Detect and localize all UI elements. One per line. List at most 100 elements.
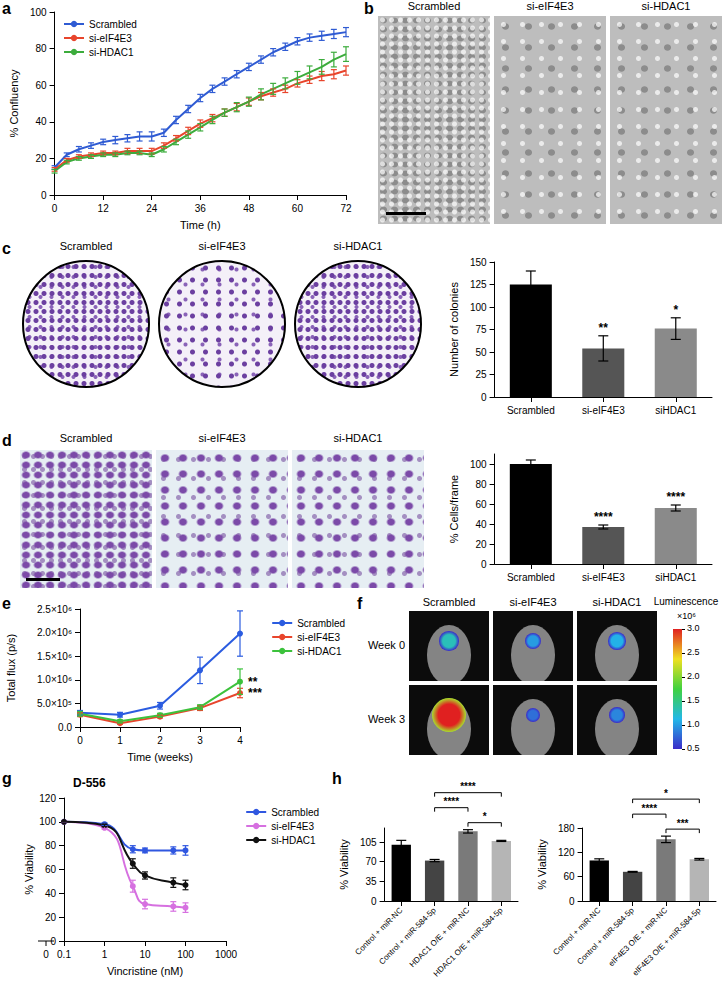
svg-text:120: 120 xyxy=(39,793,56,804)
svg-text:0: 0 xyxy=(77,735,83,746)
svg-text:0: 0 xyxy=(569,896,575,907)
svg-text:60: 60 xyxy=(35,80,47,91)
svg-text:125: 125 xyxy=(470,279,487,290)
svg-text:***: *** xyxy=(677,818,689,829)
svg-text:****: **** xyxy=(444,796,460,807)
svg-text:20: 20 xyxy=(45,912,57,923)
svg-text:*: * xyxy=(664,788,668,799)
svg-text:****: **** xyxy=(594,510,613,524)
svg-text:*: * xyxy=(673,303,678,317)
svg-text:Scrambled: Scrambled xyxy=(271,807,319,818)
svg-text:3: 3 xyxy=(197,735,203,746)
svg-text:siHDAC1: siHDAC1 xyxy=(655,405,697,416)
svg-text:% Cells/frame: % Cells/frame xyxy=(448,475,460,543)
svg-text:% Viability: % Viability xyxy=(536,839,548,890)
svg-text:si-eIF4E3: si-eIF4E3 xyxy=(297,632,340,643)
svg-text:36: 36 xyxy=(195,203,207,214)
svg-text:Scrambled: Scrambled xyxy=(89,19,137,30)
svg-text:****: **** xyxy=(460,781,476,792)
svg-text:1000: 1000 xyxy=(215,949,238,960)
svg-text:Vincristine (nM): Vincristine (nM) xyxy=(107,965,183,977)
svg-text:siHDAC1: siHDAC1 xyxy=(655,572,697,583)
svg-text:35: 35 xyxy=(365,876,377,887)
svg-text:50: 50 xyxy=(475,347,487,358)
svg-text:0: 0 xyxy=(481,559,487,570)
svg-text:*: * xyxy=(483,811,487,822)
svg-text:HDAC1 O/E + miR-NC: HDAC1 O/E + miR-NC xyxy=(408,906,471,969)
svg-text:**: ** xyxy=(599,321,609,335)
svg-text:0: 0 xyxy=(41,190,47,201)
svg-text:0.1: 0.1 xyxy=(57,949,71,960)
svg-text:si-eIF4E3: si-eIF4E3 xyxy=(582,572,625,583)
svg-text:si-HDAC1: si-HDAC1 xyxy=(271,835,316,846)
svg-text:1.5×10⁶: 1.5×10⁶ xyxy=(37,651,72,662)
svg-text:****: **** xyxy=(666,490,685,504)
svg-text:60: 60 xyxy=(475,499,487,510)
svg-text:eIF4E3 O/E + miR-NC: eIF4E3 O/E + miR-NC xyxy=(607,906,670,969)
svg-text:60: 60 xyxy=(45,864,57,875)
svg-text:2.5×10⁶: 2.5×10⁶ xyxy=(37,604,72,615)
svg-text:180: 180 xyxy=(558,823,575,834)
svg-text:si-eIF4E3: si-eIF4E3 xyxy=(89,33,132,44)
svg-text:0: 0 xyxy=(43,949,49,960)
svg-text:100: 100 xyxy=(39,816,56,827)
svg-text:0.0: 0.0 xyxy=(58,722,72,733)
svg-text:72: 72 xyxy=(340,203,352,214)
svg-text:20: 20 xyxy=(475,539,487,550)
svg-text:40: 40 xyxy=(475,519,487,530)
svg-text:24: 24 xyxy=(146,203,158,214)
svg-text:1: 1 xyxy=(117,735,123,746)
svg-text:70: 70 xyxy=(365,856,377,867)
svg-text:0: 0 xyxy=(52,203,58,214)
svg-text:80: 80 xyxy=(475,479,487,490)
svg-text:Scrambled: Scrambled xyxy=(507,405,555,416)
svg-text:4: 4 xyxy=(237,735,243,746)
svg-text:Time (weeks): Time (weeks) xyxy=(127,751,193,763)
svg-text:100: 100 xyxy=(30,7,47,18)
svg-text:75: 75 xyxy=(475,324,487,335)
svg-text:Total flux (p/s): Total flux (p/s) xyxy=(5,634,17,702)
svg-text:60: 60 xyxy=(563,871,575,882)
svg-text:0: 0 xyxy=(371,896,377,907)
svg-text:si-eIF4E3: si-eIF4E3 xyxy=(271,821,314,832)
svg-text:HDAC1 O/E + miR-584-5p: HDAC1 O/E + miR-584-5p xyxy=(432,905,505,978)
svg-text:0: 0 xyxy=(50,936,56,947)
svg-text:% Viability: % Viability xyxy=(23,844,35,895)
svg-text:0: 0 xyxy=(481,392,487,403)
svg-text:120: 120 xyxy=(558,847,575,858)
svg-text:80: 80 xyxy=(35,43,47,54)
svg-text:****: **** xyxy=(642,803,658,814)
svg-text:Number of colonies: Number of colonies xyxy=(448,282,460,377)
svg-text:40: 40 xyxy=(45,888,57,899)
svg-text:1.0×10⁶: 1.0×10⁶ xyxy=(37,674,72,685)
svg-text:105: 105 xyxy=(360,837,377,848)
svg-text:% Viability: % Viability xyxy=(338,839,350,890)
svg-text:si-HDAC1: si-HDAC1 xyxy=(297,646,342,657)
svg-text:5.0×10⁵: 5.0×10⁵ xyxy=(37,698,72,709)
svg-text:Scrambled: Scrambled xyxy=(297,618,345,629)
svg-text:20: 20 xyxy=(35,153,47,164)
svg-text:10: 10 xyxy=(139,949,151,960)
svg-text:Control + miR-584-5p: Control + miR-584-5p xyxy=(377,905,438,966)
svg-text:100: 100 xyxy=(470,459,487,470)
svg-text:D-556: D-556 xyxy=(73,776,106,790)
svg-text:si-eIF4E3: si-eIF4E3 xyxy=(582,405,625,416)
svg-text:2.0×10⁶: 2.0×10⁶ xyxy=(37,627,72,638)
svg-text:80: 80 xyxy=(45,840,57,851)
svg-text:% Confluency: % Confluency xyxy=(8,69,20,137)
svg-text:25: 25 xyxy=(475,369,487,380)
svg-text:Control + miR-584-5p: Control + miR-584-5p xyxy=(575,905,636,966)
svg-text:12: 12 xyxy=(98,203,110,214)
svg-text:1: 1 xyxy=(102,949,108,960)
svg-text:40: 40 xyxy=(35,116,47,127)
svg-text:Time (h): Time (h) xyxy=(180,219,221,231)
svg-text:48: 48 xyxy=(243,203,255,214)
svg-text:**: ** xyxy=(248,675,258,689)
svg-text:Scrambled: Scrambled xyxy=(507,572,555,583)
svg-text:150: 150 xyxy=(470,257,487,268)
svg-text:si-HDAC1: si-HDAC1 xyxy=(89,47,134,58)
svg-text:100: 100 xyxy=(470,302,487,313)
svg-text:eIF4E3 O/E + miR-584-5p: eIF4E3 O/E + miR-584-5p xyxy=(631,905,703,977)
svg-text:100: 100 xyxy=(177,949,194,960)
svg-text:2: 2 xyxy=(157,735,163,746)
